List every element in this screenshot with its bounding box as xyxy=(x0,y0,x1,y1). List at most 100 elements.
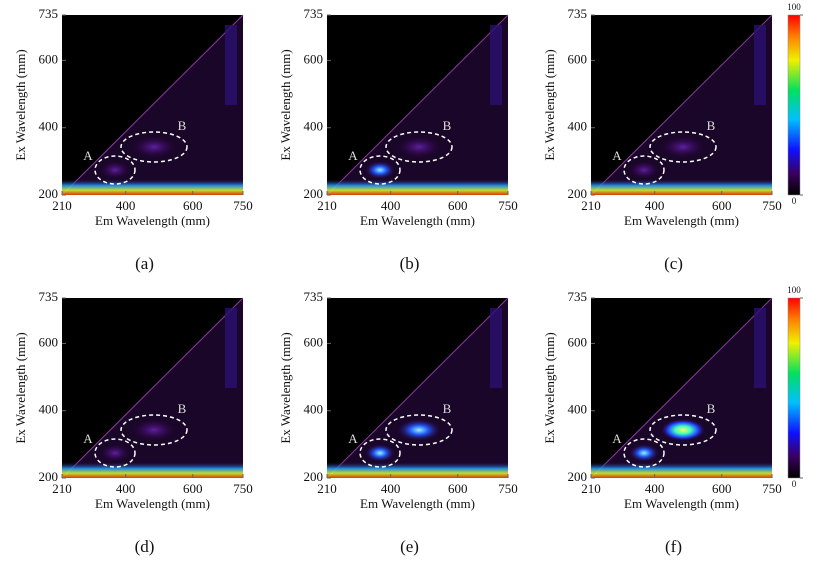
x-tick-label: 600 xyxy=(712,198,732,213)
upper-band xyxy=(225,308,237,388)
x-tick-label: 400 xyxy=(116,481,136,496)
y-tick-label: 400 xyxy=(304,119,324,134)
y-tick-label: 400 xyxy=(568,119,588,134)
y-tick-label: 600 xyxy=(39,51,59,66)
peak-a xyxy=(365,444,395,462)
diagonal xyxy=(590,297,773,479)
upper-band xyxy=(490,25,502,105)
annotation: A xyxy=(83,431,93,446)
y-tick-label: 735 xyxy=(568,6,588,21)
region-a xyxy=(359,155,401,185)
panel-caption: (c) xyxy=(664,254,683,273)
x-tick-label: 210 xyxy=(52,481,72,496)
x-tick-label: 210 xyxy=(581,198,601,213)
panel: A B 200 400 600 735 210 400 600 750 Em Wavelength … xyxy=(278,289,518,556)
panel-caption: (b) xyxy=(400,254,420,273)
x-tick-label: 600 xyxy=(448,198,468,213)
colorbar-tick-label: 0 xyxy=(792,196,797,206)
x-tick-label: 750 xyxy=(233,481,253,496)
upper-band xyxy=(490,308,502,388)
x-tick-label: 400 xyxy=(381,481,401,496)
x-tick-label: 600 xyxy=(183,198,203,213)
x-axis-label: Em Wavelength (mm) xyxy=(95,213,210,228)
y-tick-label: 200 xyxy=(304,186,324,201)
y-tick-label: 200 xyxy=(39,186,59,201)
y-tick-label: 735 xyxy=(304,289,324,304)
x-axis-label: Em Wavelength (mm) xyxy=(360,496,475,511)
x-axis-label: Em Wavelength (mm) xyxy=(360,213,475,228)
peak-a xyxy=(629,161,659,179)
y-axis-label: Ex Wavelength (mm) xyxy=(542,332,557,443)
y-tick-label: 735 xyxy=(39,6,59,21)
x-tick-label: 750 xyxy=(762,198,782,213)
y-axis-label: Ex Wavelength (mm) xyxy=(542,49,557,160)
x-tick-label: 210 xyxy=(317,198,337,213)
region-a xyxy=(94,438,136,468)
scatter-band xyxy=(62,179,243,195)
y-tick-label: 400 xyxy=(39,402,59,417)
x-tick-label: 400 xyxy=(381,198,401,213)
x-tick-label: 750 xyxy=(233,198,253,213)
panel: A B 200 400 600 735 210 400 600 750 Em Wavelength … xyxy=(13,289,253,556)
peak-b xyxy=(397,419,441,441)
colorbar-tick-label: 0 xyxy=(792,479,797,489)
diagonal xyxy=(326,297,509,479)
y-tick-label: 600 xyxy=(304,51,324,66)
annotation: B xyxy=(707,118,716,133)
peak-b xyxy=(661,136,705,158)
x-tick-label: 750 xyxy=(762,481,782,496)
peak-a xyxy=(365,161,395,179)
scatter-band xyxy=(62,462,243,478)
panel: A B 200 400 600 735 210 400 600 750 Em Wavelength … xyxy=(278,6,518,273)
x-tick-label: 750 xyxy=(498,481,518,496)
y-tick-label: 600 xyxy=(568,51,588,66)
annotation: A xyxy=(348,148,358,163)
colorbar xyxy=(787,14,801,196)
annotation: B xyxy=(443,118,452,133)
diagonal xyxy=(61,14,244,196)
panel: A B 200 400 600 735 210 400 600 750 Em Wavelength … xyxy=(542,2,803,273)
y-tick-label: 600 xyxy=(304,334,324,349)
y-tick-label: 400 xyxy=(568,402,588,417)
region-a xyxy=(623,438,665,468)
y-tick-label: 200 xyxy=(304,469,324,484)
annotation: A xyxy=(348,431,358,446)
y-tick-label: 200 xyxy=(568,186,588,201)
annotation: B xyxy=(178,118,187,133)
y-tick-label: 600 xyxy=(39,334,59,349)
upper-band xyxy=(754,308,766,388)
peak-a xyxy=(629,444,659,462)
y-tick-label: 600 xyxy=(568,334,588,349)
upper-band xyxy=(225,25,237,105)
x-tick-label: 400 xyxy=(116,198,136,213)
upper-band xyxy=(754,25,766,105)
x-tick-label: 210 xyxy=(52,198,72,213)
x-tick-label: 600 xyxy=(183,481,203,496)
region-b xyxy=(385,414,453,446)
y-axis-label: Ex Wavelength (mm) xyxy=(13,49,28,160)
colorbar xyxy=(787,297,801,479)
y-tick-label: 735 xyxy=(39,289,59,304)
y-tick-label: 200 xyxy=(568,469,588,484)
x-tick-label: 400 xyxy=(645,198,665,213)
y-tick-label: 200 xyxy=(39,469,59,484)
x-axis-label: Em Wavelength (mm) xyxy=(95,496,210,511)
colorbar-tick-label: 100 xyxy=(787,2,801,12)
region-a xyxy=(359,438,401,468)
scatter-band xyxy=(327,462,508,478)
panel-caption: (e) xyxy=(400,537,419,556)
annotation: B xyxy=(443,401,452,416)
region-b xyxy=(649,414,717,446)
annotation: A xyxy=(83,148,93,163)
panel-caption: (f) xyxy=(665,537,682,556)
scatter-band xyxy=(591,462,772,478)
y-tick-label: 400 xyxy=(304,402,324,417)
region-b xyxy=(120,131,188,163)
peak-a xyxy=(100,161,130,179)
diagonal xyxy=(326,14,509,196)
peak-a xyxy=(100,444,130,462)
peak-b xyxy=(661,419,705,441)
x-tick-label: 210 xyxy=(317,481,337,496)
diagonal xyxy=(61,297,244,479)
